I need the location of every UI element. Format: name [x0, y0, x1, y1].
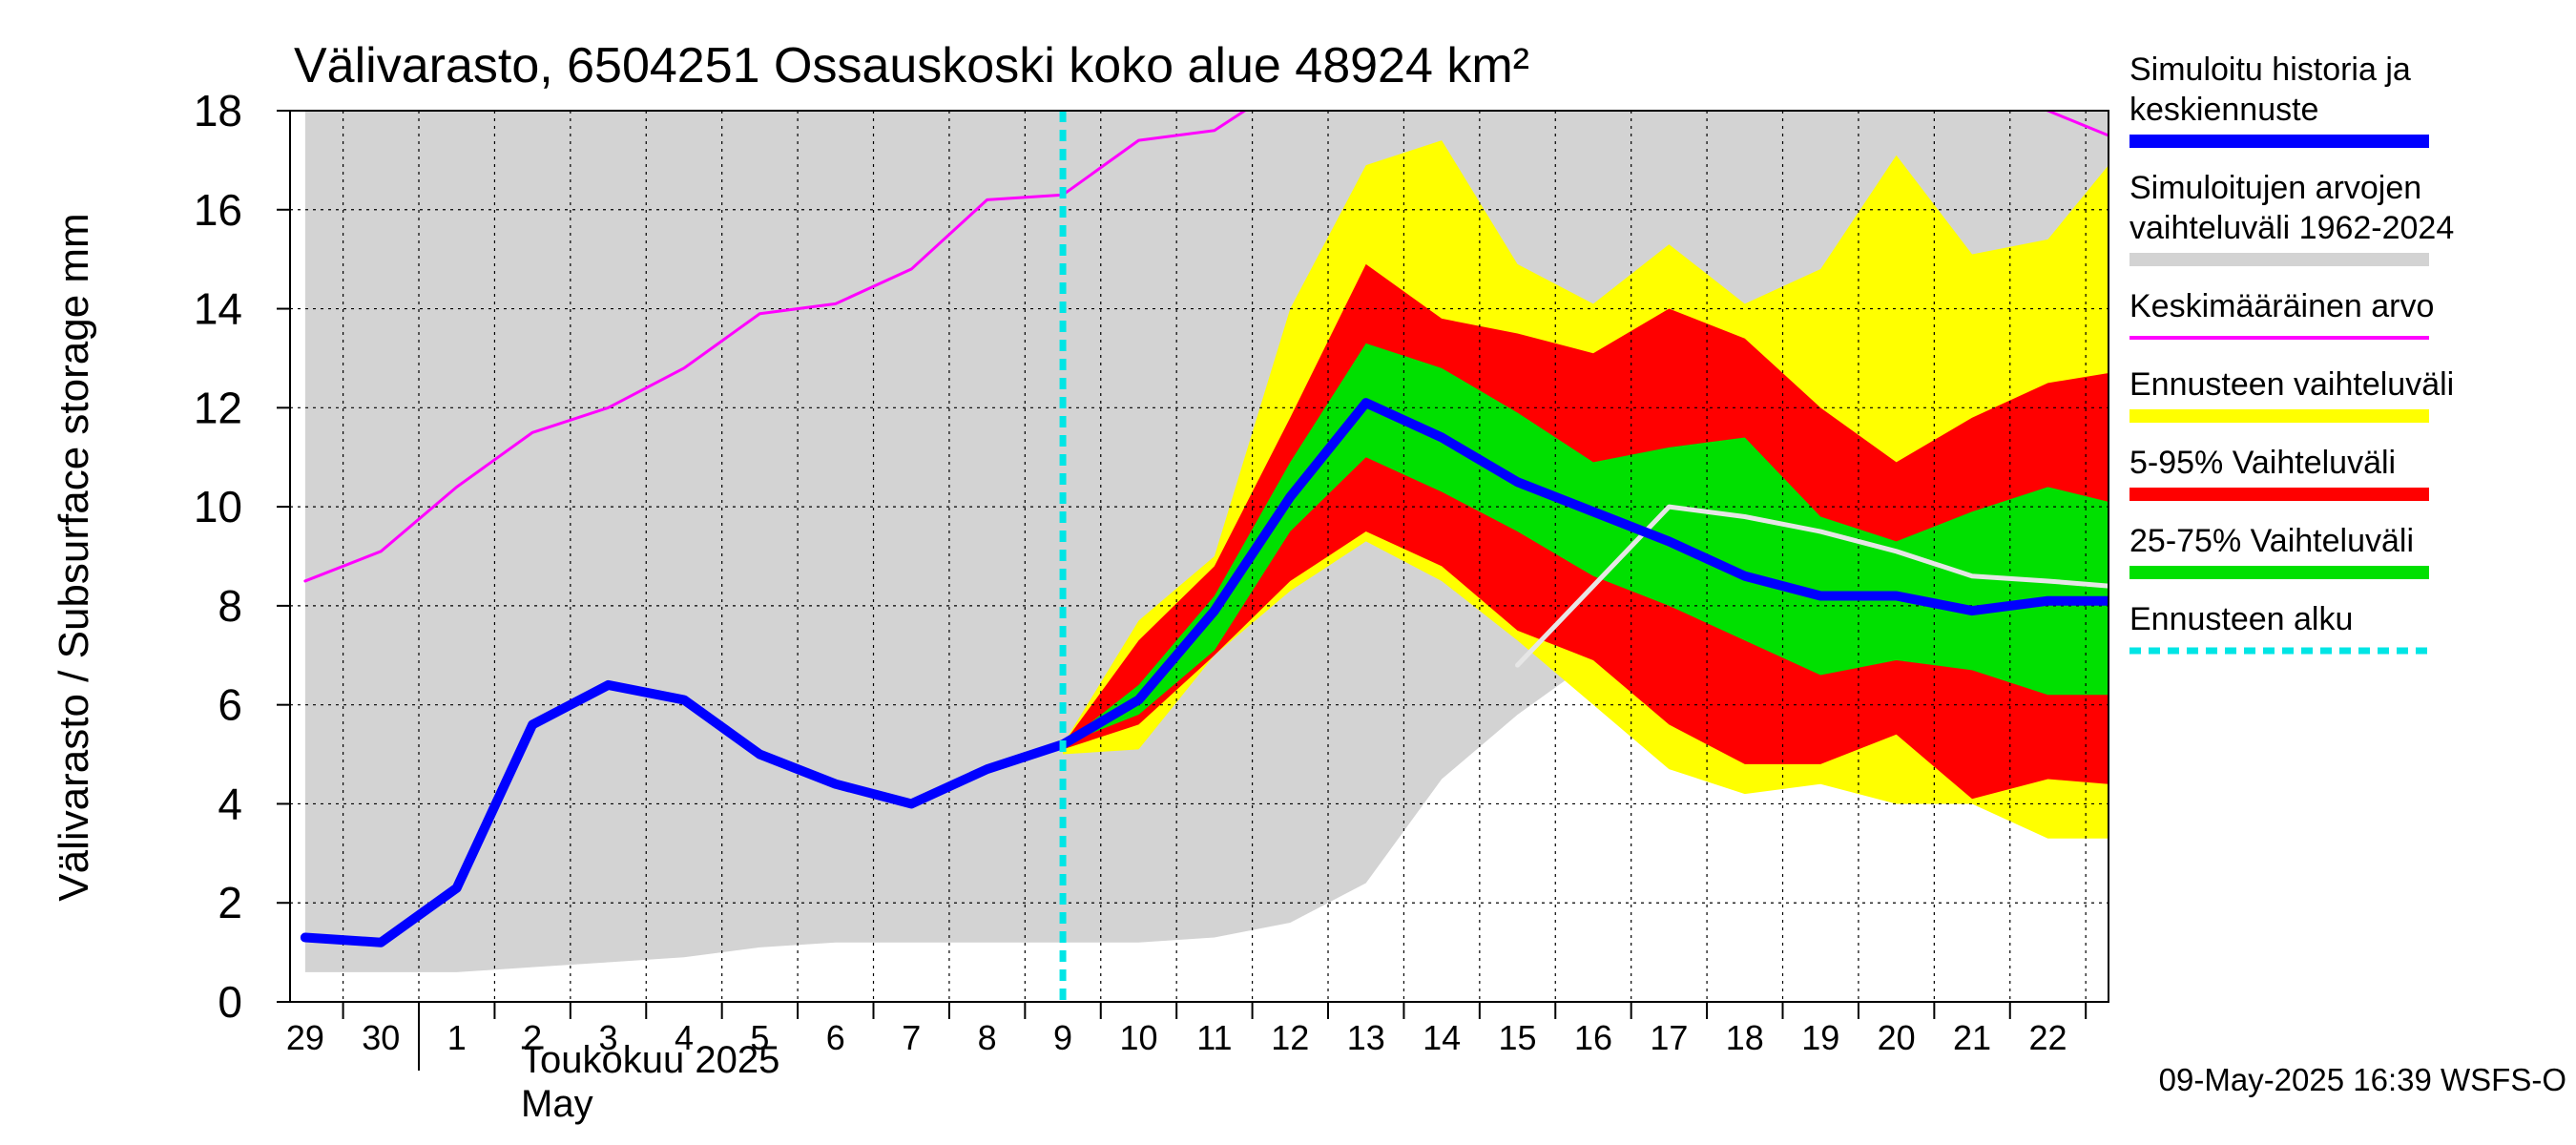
legend-item-keskim-r-inen-arvo: Keskimääräinen arvo	[2129, 288, 2434, 340]
x-tick-label: 15	[1499, 1018, 1537, 1057]
legend-item-simuloitujen-arvojen-vaihteluv-li-1962-2024: Simuloitujen arvojen vaihteluväli 1962-20…	[2129, 170, 2454, 266]
chart-title: Välivarasto, 6504251 Ossauskoski koko al…	[294, 38, 1529, 94]
x-tick-label: 13	[1347, 1018, 1385, 1057]
x-tick-label: 10	[1119, 1018, 1157, 1057]
legend: Simuloitu historia jakeskiennusteSimuloi…	[2129, 52, 2454, 655]
legend-label: Ennusteen alku	[2129, 601, 2353, 637]
legend-label: Simuloitujen arvojen	[2129, 170, 2421, 206]
footer-timestamp: 09-May-2025 16:39 WSFS-O	[2159, 1062, 2566, 1097]
x-tick-label: 29	[286, 1018, 324, 1057]
x-tick-label: 30	[362, 1018, 400, 1057]
legend-item-ennusteen-alku: Ennusteen alku	[2129, 601, 2429, 655]
legend-label: Keskimääräinen arvo	[2129, 288, 2434, 324]
line-simuloitu-historia-ja-keskiennuste	[300, 398, 2109, 947]
x-tick-label: 19	[1801, 1018, 1839, 1057]
legend-item-simuloitu-historia-ja-keskiennuste: Simuloitu historia ja keskiennuste	[2129, 52, 2429, 148]
grid-layer	[290, 111, 2109, 1002]
y-tick-label: 2	[218, 878, 242, 927]
legend-item-5-95-vaihteluv-li: 5-95% Vaihteluväli	[2129, 445, 2429, 501]
legend-label: Simuloitu historia ja	[2129, 52, 2411, 88]
x-tick-label: 20	[1878, 1018, 1916, 1057]
legend-label: 5-95% Vaihteluväli	[2129, 445, 2396, 481]
y-tick-label: 10	[194, 482, 242, 531]
y-tick-label: 8	[218, 581, 242, 631]
band-25-75-vaihteluv-li	[1063, 343, 2109, 745]
month-label-fi: Toukokuu 2025	[521, 1039, 779, 1081]
x-tick-label: 4	[675, 1018, 694, 1057]
x-tick-label: 22	[2028, 1018, 2067, 1057]
x-tick-label: 16	[1574, 1018, 1612, 1057]
x-tick-label: 18	[1726, 1018, 1764, 1057]
x-tick-label: 12	[1271, 1018, 1309, 1057]
x-tick-label: 3	[599, 1018, 618, 1057]
y-tick-label: 4	[218, 779, 242, 828]
legend-label: vaihteluväli 1962-2024	[2129, 210, 2454, 246]
x-axis: 29 30 1 2 3 4 5 6 7 8 9 10 11 12 13 14 15 16 17 18 19 20 21 22	[286, 1002, 2088, 1071]
y-tick-label: 18	[194, 86, 242, 135]
x-tick-label: 9	[1053, 1018, 1072, 1057]
month-label-en: May	[521, 1083, 593, 1125]
x-tick-label: 11	[1196, 1018, 1232, 1057]
y-tick-label: 0	[218, 977, 242, 1027]
y-tick-label: 14	[194, 284, 242, 334]
x-tick-label: 7	[902, 1018, 921, 1057]
plot-frame	[289, 110, 2109, 1003]
x-tick-label: 21	[1953, 1018, 1991, 1057]
y-tick-label: 6	[218, 680, 242, 730]
legend-label: Ennusteen vaihteluväli	[2129, 366, 2454, 403]
legend-item-25-75-vaihteluv-li: 25-75% Vaihteluväli	[2129, 523, 2429, 579]
plot-area	[290, 111, 2109, 1002]
x-tick-label: 5	[750, 1018, 769, 1057]
x-tick-label: 14	[1423, 1018, 1461, 1057]
legend-label: keskiennuste	[2129, 92, 2318, 128]
lines-layer	[300, 111, 2109, 947]
y-axis-label: Välivarasto / Subsurface storage mm	[51, 213, 97, 901]
x-tick-label: 2	[523, 1018, 542, 1057]
y-tick-label: 16	[194, 185, 242, 235]
x-tick-label: 1	[447, 1018, 467, 1057]
x-tick-label: 6	[826, 1018, 845, 1057]
x-tick-label: 17	[1650, 1018, 1688, 1057]
line-mediaani-harmaa	[1515, 504, 2109, 668]
x-tick-label: 8	[978, 1018, 997, 1057]
line-keskim-r-inen-arvo	[303, 111, 2109, 583]
y-axis: 0 2 4 6 8 10 12 14 16 18	[194, 86, 290, 1027]
y-tick-label: 12	[194, 383, 242, 432]
legend-item-ennusteen-vaihteluv-li: Ennusteen vaihteluväli	[2129, 366, 2454, 423]
legend-label: 25-75% Vaihteluväli	[2129, 523, 2414, 559]
